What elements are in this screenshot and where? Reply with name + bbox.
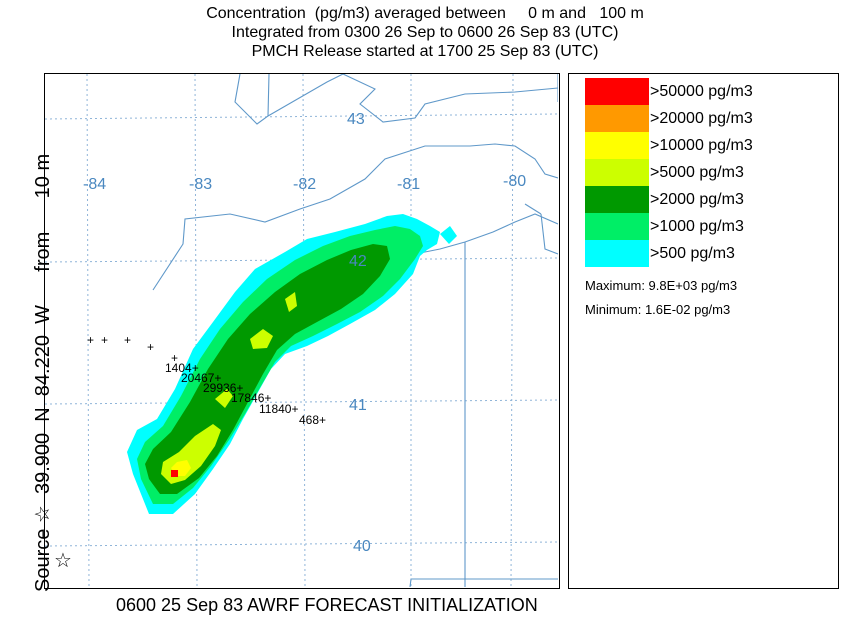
plume-5000-d bbox=[215, 389, 233, 408]
source-star-icon: ☆ bbox=[54, 550, 72, 572]
title-concentration: Concentration (pg/m3) averaged between 0… bbox=[206, 5, 644, 22]
legend-label: >1000 pg/m3 bbox=[650, 218, 744, 235]
lon-label: -82 bbox=[293, 176, 316, 193]
maximum-marker bbox=[171, 470, 178, 477]
lon-label: -81 bbox=[397, 176, 420, 193]
concentration-map: -84 -83 -82 -81 -80 43 42 41 40 + + + + … bbox=[44, 73, 560, 589]
maximum-value: Maximum: 9.8E+03 pg/m3 bbox=[585, 278, 738, 293]
lat-label: 42 bbox=[349, 253, 367, 270]
concentration-plume bbox=[127, 214, 457, 514]
sampler-value: 17846+ bbox=[231, 391, 271, 405]
legend-swatch bbox=[585, 105, 649, 132]
lon-label: -83 bbox=[189, 176, 212, 193]
legend-label: >5000 pg/m3 bbox=[650, 164, 744, 181]
coordinate-labels: -84 -83 -82 -81 -80 43 42 41 40 bbox=[83, 111, 526, 555]
legend-label: >20000 pg/m3 bbox=[650, 110, 753, 127]
sampler-marker: + bbox=[147, 340, 154, 354]
legend-label: >50000 pg/m3 bbox=[650, 83, 753, 100]
sampler-marker: + bbox=[87, 333, 94, 347]
legend-swatch bbox=[585, 213, 649, 240]
sampler-marker: + bbox=[101, 333, 108, 347]
sampler-value: 1404+ bbox=[165, 361, 199, 375]
sampler-marker: + bbox=[124, 333, 131, 347]
map-canvas: -84 -83 -82 -81 -80 43 42 41 40 + + + + … bbox=[44, 73, 559, 588]
sampler-value: 11840+ bbox=[259, 402, 299, 416]
plume-5000-b bbox=[250, 329, 273, 349]
sampler-value: 468+ bbox=[299, 413, 326, 427]
minimum-value: Minimum: 1.6E-02 pg/m3 bbox=[585, 302, 731, 317]
legend-label: >2000 pg/m3 bbox=[650, 191, 744, 208]
lon-label: -80 bbox=[503, 173, 526, 190]
legend-panel: >50000 pg/m3 >20000 pg/m3 >10000 pg/m3 >… bbox=[568, 73, 839, 589]
sampler-marker: + bbox=[171, 351, 178, 365]
lat-label: 40 bbox=[353, 538, 371, 555]
forecast-initialization-label: 0600 25 Sep 83 AWRF FORECAST INITIALIZAT… bbox=[116, 595, 538, 615]
lat-label: 43 bbox=[347, 111, 365, 128]
sampler-value: 20467+ bbox=[181, 371, 221, 385]
lon-label: -84 bbox=[83, 176, 106, 193]
title-release-start: PMCH Release started at 1700 25 Sep 83 (… bbox=[251, 43, 599, 60]
legend-label: >500 pg/m3 bbox=[650, 245, 735, 262]
legend-swatch bbox=[585, 186, 649, 213]
lat-label: 41 bbox=[349, 397, 367, 414]
title-integration-period: Integrated from 0300 26 Sep to 0600 26 S… bbox=[231, 24, 619, 41]
plume-5000-c bbox=[285, 292, 297, 312]
legend-swatch bbox=[585, 78, 649, 105]
plume-500-blob bbox=[440, 226, 457, 244]
legend-label: >10000 pg/m3 bbox=[650, 137, 753, 154]
sampler-value: 29936+ bbox=[203, 381, 243, 395]
legend-swatch bbox=[585, 240, 649, 267]
legend-swatch bbox=[585, 132, 649, 159]
legend-swatch bbox=[585, 159, 649, 186]
sampler-markers: + + + + + 1404+ 20467+ 29936+ 17846+ 118… bbox=[87, 333, 326, 427]
